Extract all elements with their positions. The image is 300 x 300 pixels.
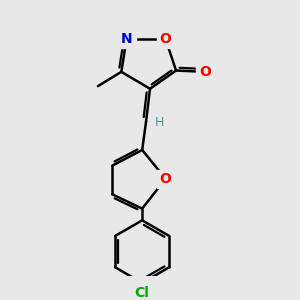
Text: O: O (160, 32, 172, 46)
Text: H: H (155, 116, 164, 129)
Text: N: N (121, 32, 132, 46)
Text: Cl: Cl (135, 286, 150, 300)
Text: O: O (160, 172, 172, 186)
Text: O: O (199, 65, 211, 79)
